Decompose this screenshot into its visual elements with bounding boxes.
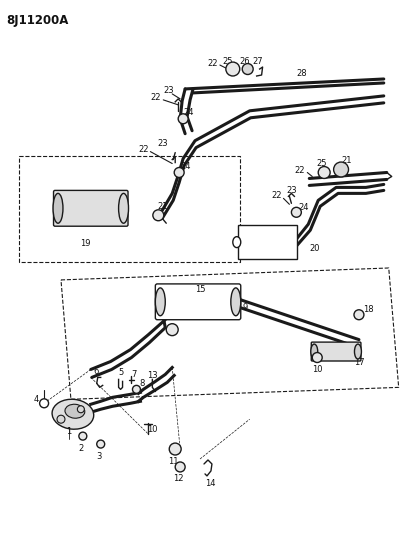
Circle shape [133, 385, 140, 393]
Circle shape [169, 443, 181, 455]
Text: 22: 22 [150, 93, 161, 102]
FancyBboxPatch shape [311, 342, 361, 361]
FancyBboxPatch shape [54, 190, 128, 226]
Circle shape [354, 310, 364, 320]
Text: 18: 18 [364, 305, 374, 314]
Circle shape [166, 324, 178, 336]
Circle shape [242, 63, 253, 75]
Text: 5: 5 [118, 368, 123, 377]
Circle shape [291, 207, 301, 217]
Text: 10: 10 [312, 365, 322, 374]
Text: 17: 17 [354, 358, 364, 367]
Text: 8: 8 [140, 379, 145, 388]
FancyBboxPatch shape [238, 225, 297, 259]
FancyBboxPatch shape [155, 284, 241, 320]
Ellipse shape [119, 193, 128, 223]
Ellipse shape [77, 406, 84, 413]
Text: 15: 15 [195, 285, 205, 294]
Text: 3: 3 [96, 451, 101, 461]
Text: 25: 25 [222, 56, 233, 66]
Ellipse shape [231, 288, 241, 316]
Circle shape [178, 114, 188, 124]
Circle shape [226, 62, 240, 76]
Ellipse shape [311, 344, 318, 359]
Text: 28: 28 [296, 69, 307, 77]
Text: 1: 1 [66, 426, 72, 435]
Text: 23: 23 [163, 86, 173, 95]
Text: 21: 21 [157, 202, 168, 211]
Text: 11: 11 [168, 457, 178, 466]
Circle shape [174, 167, 184, 177]
Text: 24: 24 [181, 162, 191, 171]
Ellipse shape [155, 288, 165, 316]
Circle shape [175, 462, 185, 472]
Circle shape [97, 440, 105, 448]
Text: 8J11200A: 8J11200A [7, 14, 69, 27]
Circle shape [334, 162, 348, 177]
Text: 22: 22 [294, 166, 305, 175]
Text: 19: 19 [81, 239, 91, 248]
Text: 9: 9 [242, 303, 247, 312]
Text: 26: 26 [239, 56, 250, 66]
Text: 14: 14 [205, 479, 215, 488]
Ellipse shape [355, 344, 362, 359]
Text: 7: 7 [132, 370, 137, 379]
Ellipse shape [53, 193, 63, 223]
Text: 23: 23 [157, 139, 168, 148]
Text: 13: 13 [147, 371, 157, 380]
Text: 6: 6 [93, 367, 99, 376]
Text: 27: 27 [252, 56, 263, 66]
Text: 10: 10 [147, 425, 157, 434]
Ellipse shape [233, 237, 241, 248]
Text: 2: 2 [78, 443, 83, 453]
Circle shape [79, 432, 87, 440]
Text: 24: 24 [184, 108, 194, 117]
Text: 20: 20 [309, 244, 319, 253]
Text: 21: 21 [342, 156, 352, 165]
Text: 12: 12 [173, 474, 183, 483]
Text: 25: 25 [316, 159, 326, 168]
Text: 24: 24 [298, 203, 308, 212]
Text: 22: 22 [208, 59, 218, 68]
Circle shape [318, 166, 330, 179]
Ellipse shape [57, 415, 65, 423]
Circle shape [312, 352, 322, 362]
Circle shape [153, 210, 164, 221]
Ellipse shape [65, 404, 85, 418]
Text: 4: 4 [34, 395, 39, 404]
Text: 22: 22 [271, 191, 282, 200]
Text: 22: 22 [138, 145, 148, 154]
Ellipse shape [52, 399, 94, 429]
Text: 23: 23 [286, 186, 297, 195]
Circle shape [40, 399, 49, 408]
